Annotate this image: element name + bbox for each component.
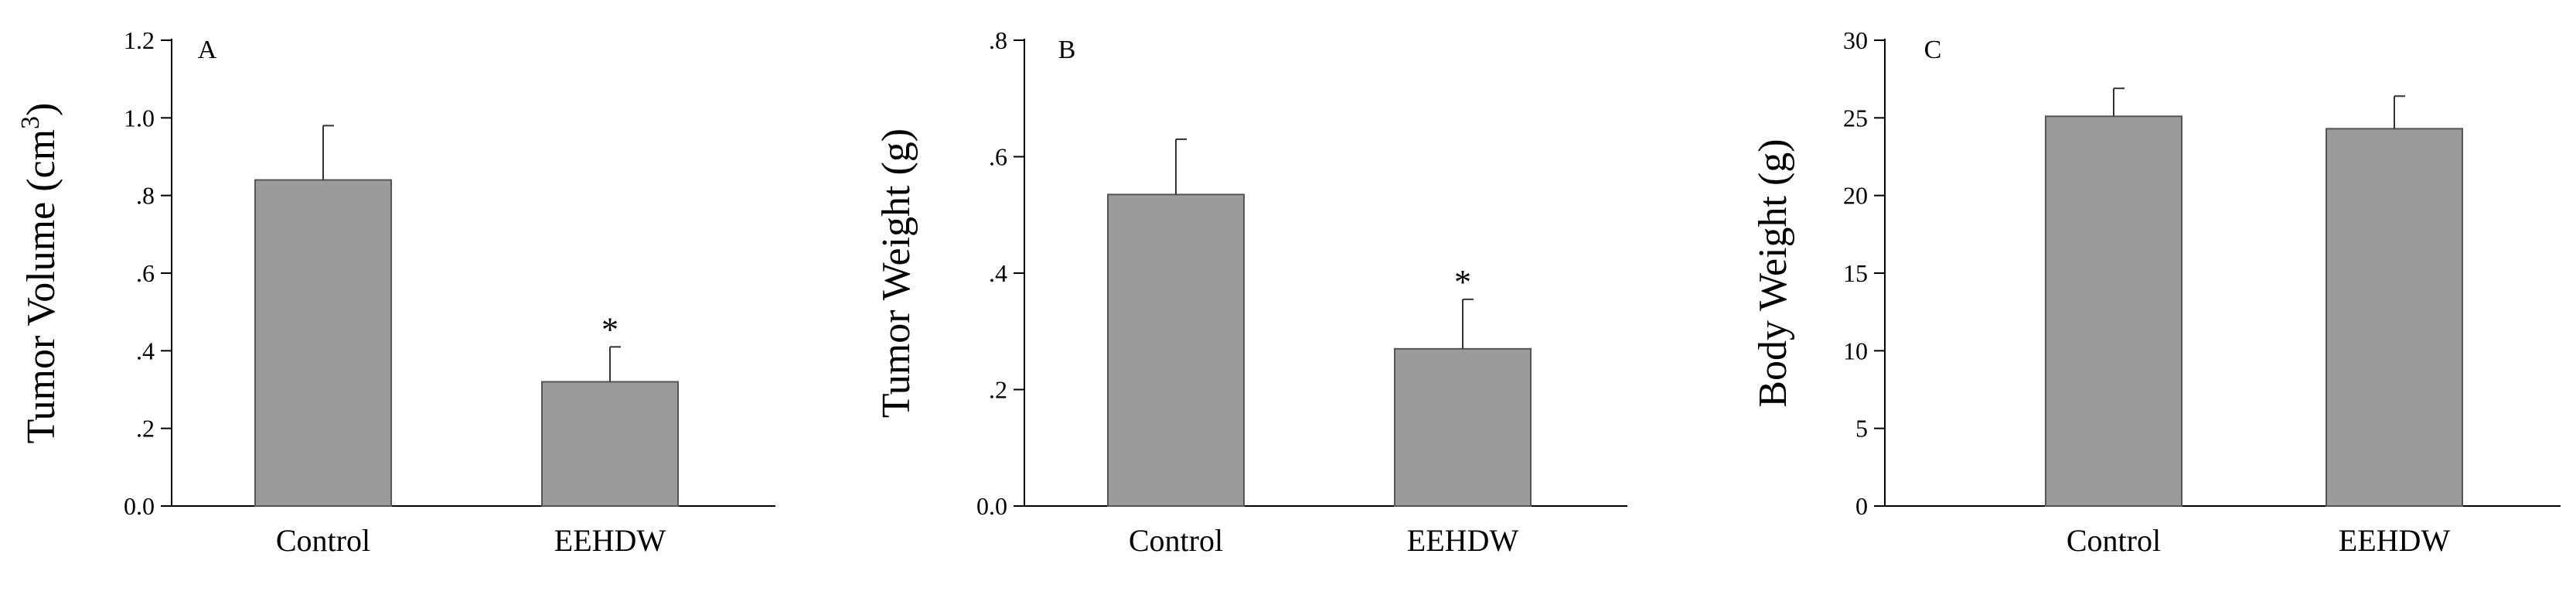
y-tick-label: 25	[1843, 104, 1868, 132]
y-tick-label: 0.0	[124, 492, 155, 520]
bar	[2326, 128, 2463, 507]
panel-a: 0.0 .2 .4 .6 .8 1.0 1.2 Control * EEHDW A Tumor Vol…	[16, 26, 775, 558]
y-axis-title-text: Tumor Weight (g)	[874, 128, 918, 418]
y-tick-label: .6	[989, 143, 1007, 171]
significance-marker: *	[601, 310, 618, 348]
y-axis-title: Tumor Weight (g)	[874, 128, 918, 418]
bar	[2045, 115, 2182, 507]
y-tick-label: 0.0	[976, 492, 1007, 520]
x-category-label: Control	[276, 523, 370, 558]
y-axis-title-superscript: 3	[16, 116, 45, 129]
bar	[1394, 347, 1532, 508]
y-axis-title-suffix: )	[19, 103, 63, 116]
y-axis-title: Body Weight (g)	[1751, 138, 1795, 407]
y-tick-label: 30	[1843, 26, 1868, 54]
y-tick-label: 0	[1855, 492, 1868, 520]
x-category-label: EEHDW	[554, 523, 666, 558]
y-axis-title-text: Body Weight (g)	[1751, 138, 1795, 407]
x-category-label: EEHDW	[1407, 523, 1519, 558]
y-tick-label: 20	[1843, 182, 1868, 210]
y-tick-label: .4	[136, 337, 155, 364]
bar	[254, 179, 392, 507]
y-tick-label: 5	[1855, 415, 1868, 443]
y-tick-label: 1.0	[124, 104, 155, 132]
y-tick-label: .8	[989, 26, 1007, 54]
panel-label: B	[1058, 36, 1076, 64]
x-category-label: Control	[2067, 523, 2161, 558]
panel-c: 0 5 10 15 20 25 30 Control EEHDW C Body Weight (g)	[1751, 26, 2561, 558]
y-tick-label: 1.2	[124, 26, 155, 54]
bar	[541, 381, 679, 508]
y-axis-title-text: Tumor Volume (cm	[19, 129, 63, 443]
bar	[1107, 193, 1245, 507]
y-tick-label: .6	[136, 259, 155, 287]
y-axis-title: Tumor Volume (cm3)	[16, 103, 63, 444]
y-tick-label: 15	[1843, 259, 1868, 287]
panel-b: 0.0 .2 .4 .6 .8 Control * EEHDW B Tumor Weight (g…	[874, 26, 1627, 558]
panel-label: A	[198, 36, 217, 64]
panel-label: C	[1924, 36, 1942, 64]
x-category-label: Control	[1129, 523, 1223, 558]
x-category-label: EEHDW	[2339, 523, 2451, 558]
significance-marker: *	[1454, 263, 1471, 301]
y-tick-label: .2	[136, 415, 155, 443]
y-tick-label: 10	[1843, 337, 1868, 364]
y-tick-label: .8	[136, 182, 155, 210]
y-tick-label: .4	[989, 259, 1007, 287]
y-tick-label: .2	[989, 376, 1007, 404]
